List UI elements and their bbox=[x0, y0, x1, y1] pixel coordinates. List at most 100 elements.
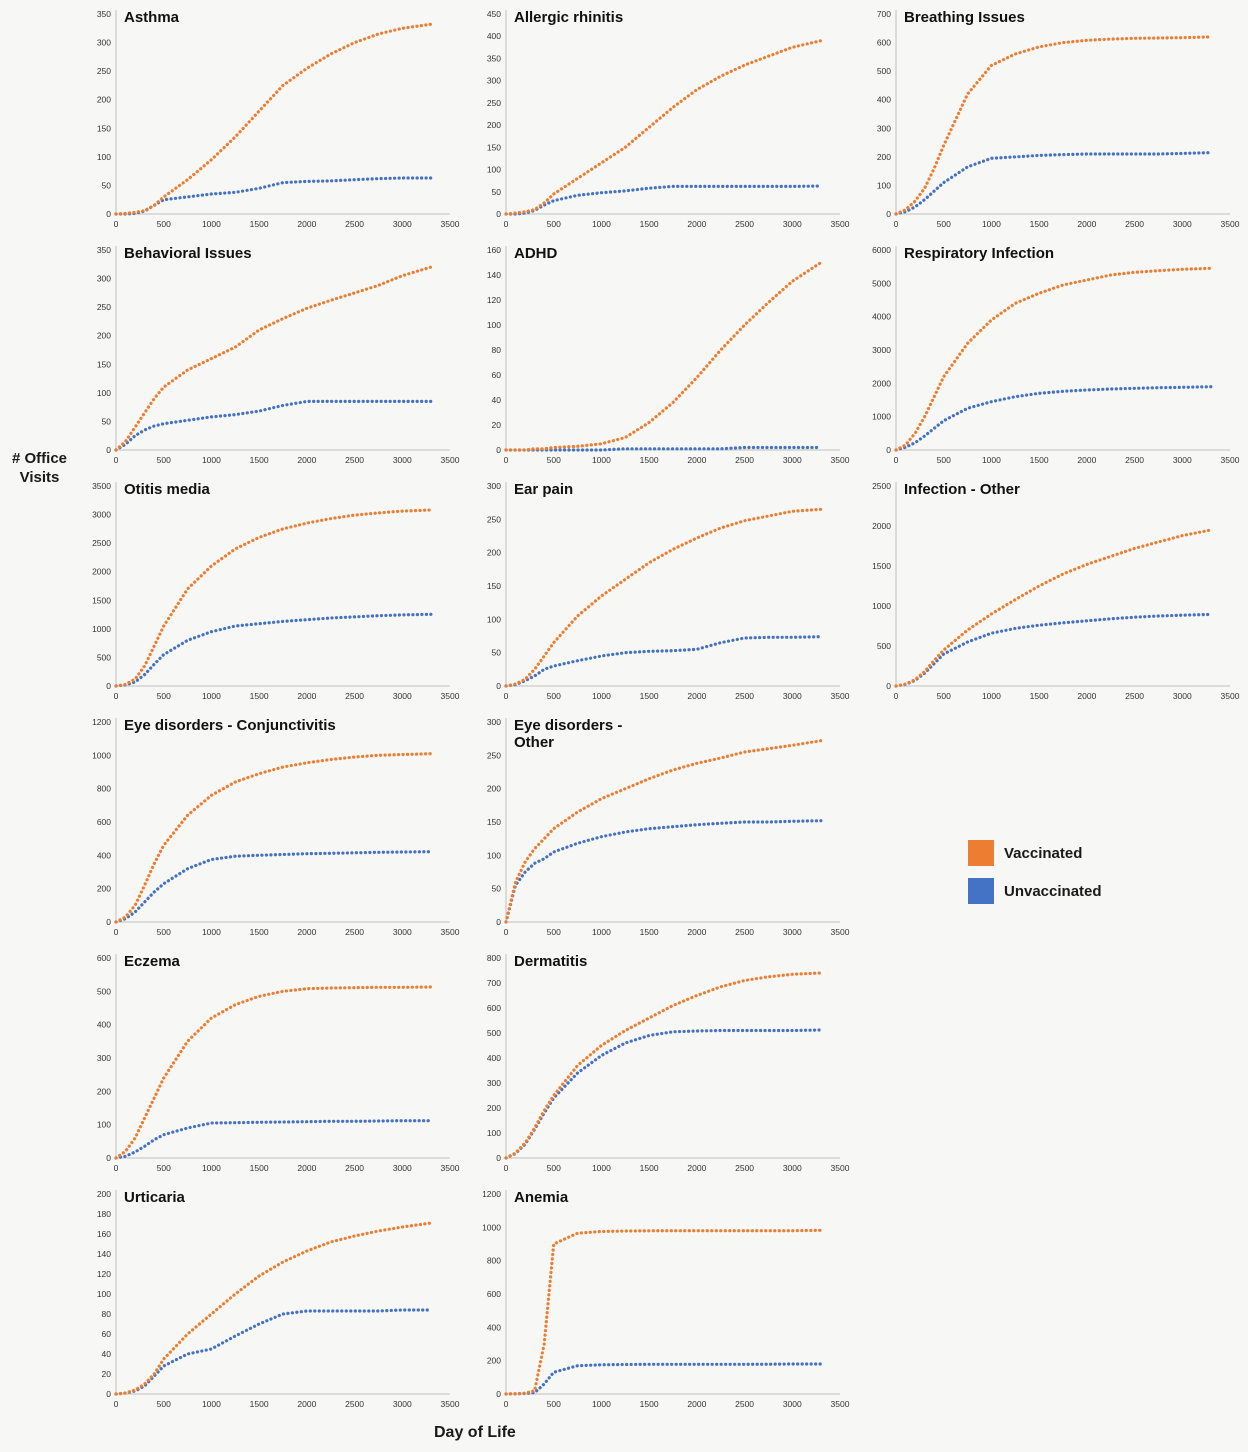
svg-text:2500: 2500 bbox=[1125, 691, 1144, 701]
svg-text:3000: 3000 bbox=[393, 1163, 412, 1173]
svg-text:1000: 1000 bbox=[592, 219, 611, 229]
svg-text:1000: 1000 bbox=[872, 412, 891, 422]
svg-text:1500: 1500 bbox=[640, 455, 659, 465]
svg-text:300: 300 bbox=[487, 76, 501, 86]
svg-text:1500: 1500 bbox=[872, 561, 891, 571]
svg-text:2000: 2000 bbox=[297, 219, 316, 229]
svg-text:200: 200 bbox=[487, 784, 501, 794]
svg-text:150: 150 bbox=[97, 359, 111, 369]
svg-text:3000: 3000 bbox=[1173, 219, 1192, 229]
svg-text:2500: 2500 bbox=[345, 691, 364, 701]
svg-text:600: 600 bbox=[97, 953, 111, 963]
svg-text:2000: 2000 bbox=[687, 927, 706, 937]
svg-text:500: 500 bbox=[157, 927, 171, 937]
svg-text:2000: 2000 bbox=[297, 927, 316, 937]
svg-text:300: 300 bbox=[97, 38, 111, 48]
chart-title: Breathing Issues bbox=[904, 9, 1025, 26]
svg-text:0: 0 bbox=[114, 219, 119, 229]
svg-text:500: 500 bbox=[97, 652, 111, 662]
svg-text:1000: 1000 bbox=[592, 691, 611, 701]
svg-text:3500: 3500 bbox=[441, 455, 460, 465]
svg-text:3000: 3000 bbox=[783, 1163, 802, 1173]
svg-text:500: 500 bbox=[487, 1028, 501, 1038]
svg-text:1500: 1500 bbox=[92, 595, 111, 605]
svg-text:300: 300 bbox=[97, 274, 111, 284]
svg-text:600: 600 bbox=[97, 817, 111, 827]
svg-text:1200: 1200 bbox=[92, 717, 111, 727]
chart-urticaria: Urticaria 0 20 40 60 80 100 120 140 160 180 200 0 500… bbox=[70, 1184, 460, 1420]
chart-breathing-issues: Breathing Issues 0 100 200 300 400 500 600 700 0 5… bbox=[850, 4, 1240, 240]
series-vaccinated bbox=[504, 1228, 823, 1396]
unvaccinated-swatch-icon bbox=[968, 878, 994, 904]
svg-text:180: 180 bbox=[97, 1209, 111, 1219]
svg-text:2000: 2000 bbox=[687, 1163, 706, 1173]
series-vaccinated bbox=[504, 39, 823, 216]
svg-text:0: 0 bbox=[106, 681, 111, 691]
svg-text:2500: 2500 bbox=[735, 691, 754, 701]
svg-text:3000: 3000 bbox=[393, 927, 412, 937]
svg-text:3500: 3500 bbox=[831, 691, 850, 701]
series-unvaccinated bbox=[504, 184, 823, 216]
svg-text:3500: 3500 bbox=[1221, 455, 1240, 465]
svg-text:1000: 1000 bbox=[92, 750, 111, 760]
svg-text:0: 0 bbox=[504, 1163, 509, 1173]
series-unvaccinated bbox=[504, 819, 823, 924]
series-unvaccinated bbox=[894, 385, 1213, 452]
svg-text:500: 500 bbox=[97, 986, 111, 996]
svg-text:0: 0 bbox=[886, 445, 891, 455]
legend-label-vaccinated: Vaccinated bbox=[1004, 844, 1083, 862]
svg-text:500: 500 bbox=[157, 691, 171, 701]
svg-text:0: 0 bbox=[504, 219, 509, 229]
svg-text:3500: 3500 bbox=[92, 481, 111, 491]
chart-plot-area: 0 20 40 60 80 100 120 140 160 0 500 1000 1500 2000 250… bbox=[487, 245, 850, 465]
svg-text:80: 80 bbox=[492, 345, 502, 355]
series-unvaccinated bbox=[114, 850, 433, 924]
svg-text:1500: 1500 bbox=[640, 927, 659, 937]
svg-text:40: 40 bbox=[102, 1349, 112, 1359]
svg-text:160: 160 bbox=[487, 245, 501, 255]
svg-text:3500: 3500 bbox=[831, 1399, 850, 1409]
chart-behavioral-issues: Behavioral Issues 0 50 100 150 200 250 300 350 0 5… bbox=[70, 240, 460, 476]
svg-text:2500: 2500 bbox=[735, 927, 754, 937]
svg-text:0: 0 bbox=[106, 1389, 111, 1399]
svg-text:800: 800 bbox=[97, 784, 111, 794]
svg-text:2500: 2500 bbox=[872, 481, 891, 491]
vaccinated-swatch-icon bbox=[968, 840, 994, 866]
svg-text:150: 150 bbox=[487, 142, 501, 152]
series-vaccinated bbox=[504, 507, 823, 688]
svg-text:2500: 2500 bbox=[735, 1399, 754, 1409]
svg-text:40: 40 bbox=[492, 395, 502, 405]
series-unvaccinated bbox=[504, 635, 823, 688]
svg-text:0: 0 bbox=[894, 219, 899, 229]
svg-text:3000: 3000 bbox=[393, 691, 412, 701]
svg-text:50: 50 bbox=[102, 180, 112, 190]
svg-text:500: 500 bbox=[157, 455, 171, 465]
svg-text:250: 250 bbox=[487, 750, 501, 760]
svg-text:140: 140 bbox=[487, 270, 501, 280]
svg-text:1000: 1000 bbox=[872, 601, 891, 611]
svg-text:2500: 2500 bbox=[345, 1399, 364, 1409]
svg-text:3500: 3500 bbox=[1221, 219, 1240, 229]
svg-text:1500: 1500 bbox=[250, 1399, 269, 1409]
svg-text:2500: 2500 bbox=[1125, 219, 1144, 229]
svg-text:250: 250 bbox=[97, 302, 111, 312]
series-unvaccinated bbox=[114, 1119, 433, 1160]
svg-text:300: 300 bbox=[877, 123, 891, 133]
svg-text:100: 100 bbox=[487, 1128, 501, 1138]
chart-plot-area: 0 200 400 600 800 1000 1200 0 500 1000 1500 2000 250… bbox=[92, 717, 460, 937]
series-vaccinated bbox=[504, 971, 823, 1160]
svg-text:150: 150 bbox=[487, 817, 501, 827]
series-vaccinated bbox=[504, 739, 823, 924]
svg-text:200: 200 bbox=[487, 548, 501, 558]
svg-text:2000: 2000 bbox=[687, 1399, 706, 1409]
svg-text:0: 0 bbox=[886, 681, 891, 691]
svg-text:1000: 1000 bbox=[592, 1163, 611, 1173]
svg-text:3000: 3000 bbox=[1173, 455, 1192, 465]
svg-text:500: 500 bbox=[547, 1163, 561, 1173]
svg-text:3500: 3500 bbox=[441, 927, 460, 937]
svg-text:400: 400 bbox=[487, 1053, 501, 1063]
series-unvaccinated bbox=[894, 151, 1213, 216]
svg-text:0: 0 bbox=[114, 927, 119, 937]
svg-text:2000: 2000 bbox=[872, 521, 891, 531]
